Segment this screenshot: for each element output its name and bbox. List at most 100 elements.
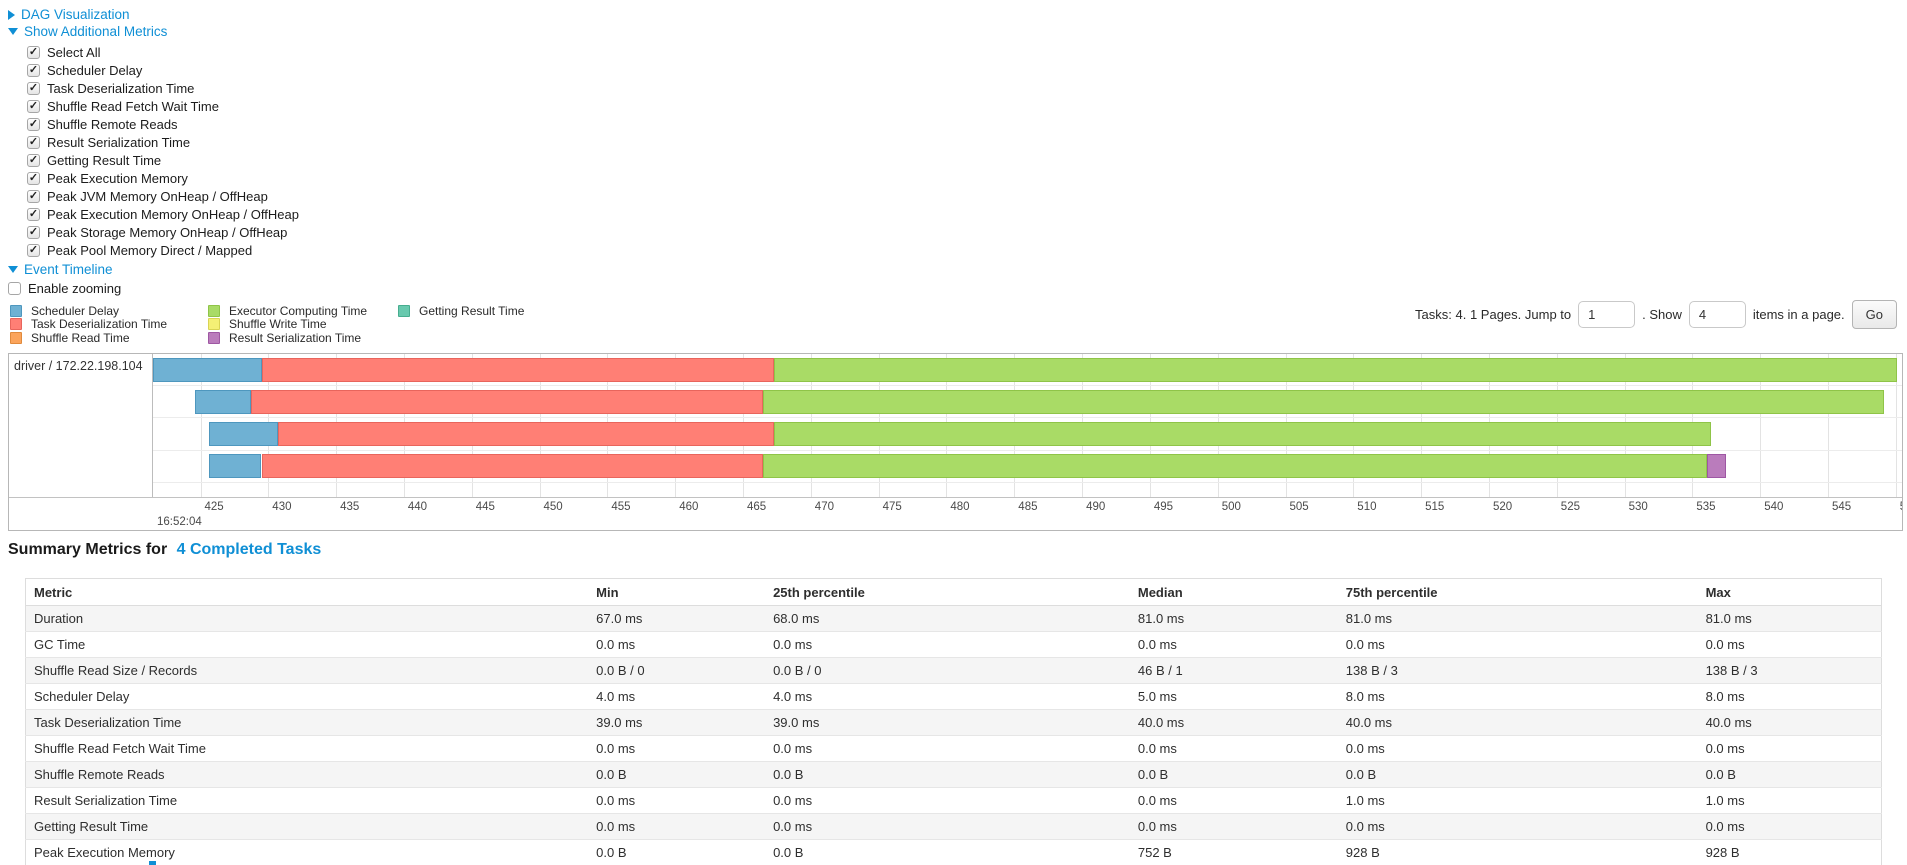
summary-value-median: 752 B xyxy=(1129,839,1338,865)
cutoff-link-fragment xyxy=(149,861,156,865)
axis-tick-label: 520 xyxy=(1493,501,1513,513)
task-bar-segment-task-deserialization[interactable] xyxy=(261,357,775,382)
task-bar-segment-scheduler-delay[interactable] xyxy=(153,357,262,382)
chevron-down-icon xyxy=(8,266,18,273)
axis-tick-label: 460 xyxy=(679,501,699,513)
summary-value-max: 40.0 ms xyxy=(1697,709,1882,736)
col-header-75th: 75th percentile xyxy=(1337,578,1698,606)
summary-value-median: 0.0 ms xyxy=(1129,787,1338,814)
task-bar-segment-result-serialization[interactable] xyxy=(1707,454,1727,479)
legend-swatch-icon xyxy=(10,331,22,344)
metric-checkbox-row[interactable]: ✓ Task Deserialization Time xyxy=(27,79,299,97)
checkbox-checked-icon[interactable]: ✓ xyxy=(27,243,40,257)
summary-metrics-table: Metric Min 25th percentile Median 75th p… xyxy=(25,578,1882,865)
metric-checkbox-row[interactable]: ✓ Result Serialization Time xyxy=(27,133,299,151)
legend-swatch-icon xyxy=(398,304,410,317)
summary-value-min: 0.0 ms xyxy=(588,787,766,814)
axis-tick-label: 525 xyxy=(1560,501,1580,513)
summary-value-25th: 0.0 ms xyxy=(765,813,1130,840)
show-additional-metrics-toggle[interactable]: Show Additional Metrics xyxy=(8,24,167,39)
summary-header-row: Metric Min 25th percentile Median 75th p… xyxy=(25,578,1882,606)
metric-checkbox-row[interactable]: ✓ Peak Execution Memory xyxy=(27,169,299,187)
event-timeline-toggle[interactable]: Event Timeline xyxy=(8,262,113,277)
summary-value-25th: 0.0 ms xyxy=(765,787,1130,814)
axis-tick-label: 435 xyxy=(340,501,360,513)
legend-label: Getting Result Time xyxy=(419,303,525,318)
summary-value-median: 0.0 B xyxy=(1129,761,1338,788)
show-text: . Show xyxy=(1642,306,1682,322)
summary-row: Shuffle Remote Reads 0.0 B 0.0 B 0.0 B 0.0 B… xyxy=(25,761,1882,788)
axis-tick-label: 430 xyxy=(272,501,292,513)
summary-value-median: 81.0 ms xyxy=(1129,605,1338,632)
task-bar-segment-task-deserialization[interactable] xyxy=(250,389,764,414)
task-bar-segment-scheduler-delay[interactable] xyxy=(208,454,262,479)
checkbox-checked-icon[interactable]: ✓ xyxy=(27,117,40,131)
metric-checkbox-row[interactable]: ✓ Peak Pool Memory Direct / Mapped xyxy=(27,241,299,259)
metric-checkbox-label: Result Serialization Time xyxy=(47,134,191,150)
checkbox-checked-icon[interactable]: ✓ xyxy=(27,189,40,203)
checkbox-checked-icon[interactable]: ✓ xyxy=(27,225,40,239)
timeline-plot-area xyxy=(153,354,1902,497)
checkbox-checked-icon[interactable]: ✓ xyxy=(27,153,40,167)
task-bar-segment-task-deserialization[interactable] xyxy=(261,454,764,479)
enable-zooming-row[interactable]: Enable zooming xyxy=(8,280,121,297)
metric-checkbox-label: Peak Pool Memory Direct / Mapped xyxy=(47,242,253,258)
checkbox-checked-icon[interactable]: ✓ xyxy=(27,207,40,221)
checkbox-unchecked-icon[interactable] xyxy=(8,282,21,295)
axis-tick-label: 510 xyxy=(1357,501,1377,513)
legend-label: Shuffle Read Time xyxy=(31,330,130,345)
metric-checkbox-row[interactable]: ✓ Shuffle Remote Reads xyxy=(27,115,299,133)
summary-value-min: 67.0 ms xyxy=(588,605,766,632)
task-bar-segment-executor-computing[interactable] xyxy=(774,421,1712,446)
metric-checkbox-row[interactable]: ✓ Scheduler Delay xyxy=(27,61,299,79)
task-bar-segment-executor-computing[interactable] xyxy=(774,357,1898,382)
completed-tasks-link[interactable]: 4 Completed Tasks xyxy=(176,541,322,558)
axis-tick-label: 475 xyxy=(882,501,902,513)
axis-tick-label: 440 xyxy=(407,501,428,513)
checkbox-checked-icon[interactable]: ✓ xyxy=(27,135,40,149)
legend-item: Task Deserialization Time xyxy=(10,317,167,331)
task-bar-segment-executor-computing[interactable] xyxy=(763,454,1708,479)
legend-column: Executor Computing Time Shuffle Write Tim… xyxy=(208,304,367,345)
metric-checkbox-row[interactable]: ✓ Peak Execution Memory OnHeap / OffHeap xyxy=(27,205,299,223)
summary-metric-name: Result Serialization Time xyxy=(25,787,589,814)
task-bar-segment-scheduler-delay[interactable] xyxy=(195,389,251,414)
summary-value-median: 0.0 ms xyxy=(1129,735,1338,762)
summary-value-25th: 39.0 ms xyxy=(765,709,1130,736)
go-button[interactable]: Go xyxy=(1851,299,1897,329)
summary-value-75th: 8.0 ms xyxy=(1337,683,1698,710)
checkbox-checked-icon[interactable]: ✓ xyxy=(27,63,40,77)
task-bar-segment-scheduler-delay[interactable] xyxy=(208,421,278,446)
timeline-gridline xyxy=(1895,354,1897,497)
metric-checkbox-row[interactable]: ✓ Peak JVM Memory OnHeap / OffHeap xyxy=(27,187,299,205)
summary-value-75th: 0.0 ms xyxy=(1337,631,1698,658)
metric-checkbox-row[interactable]: ✓ Shuffle Read Fetch Wait Time xyxy=(27,97,299,115)
summary-value-min: 0.0 B / 0 xyxy=(588,657,766,684)
jump-to-page-input[interactable] xyxy=(1578,300,1636,328)
summary-value-75th: 0.0 B xyxy=(1337,761,1698,788)
summary-value-min: 0.0 ms xyxy=(588,813,766,840)
summary-value-median: 0.0 ms xyxy=(1129,631,1338,658)
metric-checkbox-row[interactable]: ✓ Peak Storage Memory OnHeap / OffHeap xyxy=(27,223,299,241)
summary-value-25th: 0.0 ms xyxy=(765,735,1130,762)
checkbox-checked-icon[interactable]: ✓ xyxy=(27,81,40,95)
dag-visualization-toggle[interactable]: DAG Visualization xyxy=(8,7,130,22)
task-bar-segment-executor-computing[interactable] xyxy=(763,389,1884,414)
metric-checkbox-label: Peak JVM Memory OnHeap / OffHeap xyxy=(47,188,268,204)
col-header-min: Min xyxy=(588,578,766,606)
axis-tick-label: 530 xyxy=(1628,501,1648,513)
summary-value-max: 1.0 ms xyxy=(1697,787,1882,814)
timeline-row-separator xyxy=(153,385,1902,387)
summary-value-25th: 0.0 B / 0 xyxy=(765,657,1130,684)
task-bar-segment-task-deserialization[interactable] xyxy=(277,421,775,446)
checkbox-checked-icon[interactable]: ✓ xyxy=(27,45,40,59)
legend-item: Shuffle Read Time xyxy=(10,331,167,345)
summary-value-75th: 928 B xyxy=(1337,839,1698,865)
legend-item: Getting Result Time xyxy=(398,304,524,318)
checkbox-checked-icon[interactable]: ✓ xyxy=(27,171,40,185)
metric-checkbox-row[interactable]: ✓ Getting Result Time xyxy=(27,151,299,169)
items-per-page-input[interactable] xyxy=(1688,300,1746,328)
metric-checkbox-row[interactable]: ✓ Select All xyxy=(27,43,299,61)
checkbox-checked-icon[interactable]: ✓ xyxy=(27,99,40,113)
summary-value-median: 46 B / 1 xyxy=(1129,657,1338,684)
